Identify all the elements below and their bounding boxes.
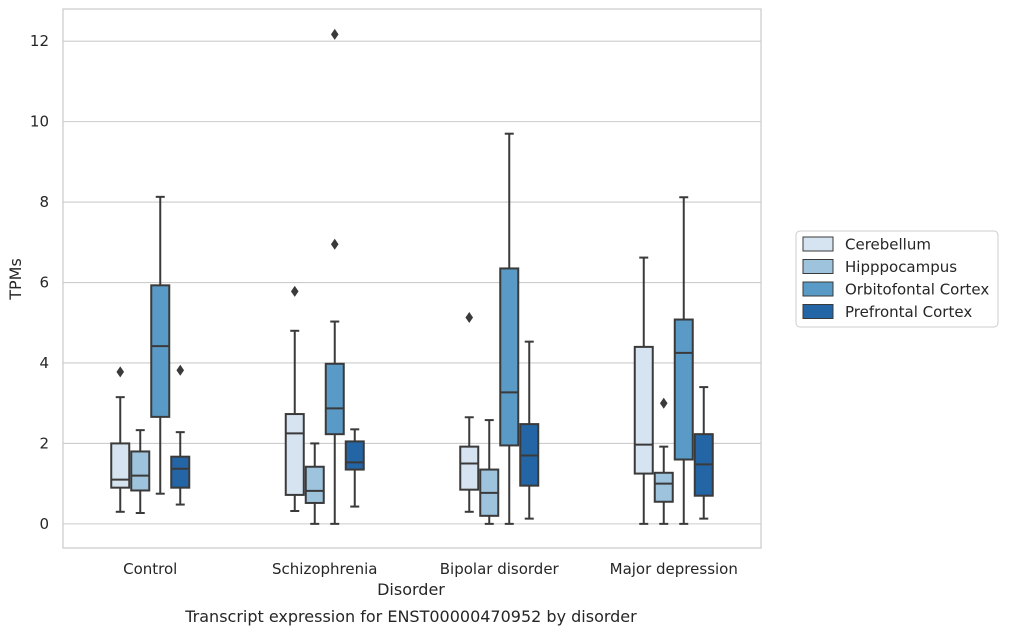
box-cerebellum-0 [110, 366, 131, 513]
legend-label: Orbitofontal Cortex [845, 281, 989, 299]
box-hipppocampus-1 [304, 442, 325, 525]
y-tick-label: 2 [39, 434, 49, 452]
box-orbitofontal-cortex-1 [324, 28, 345, 525]
box-orbitofontal-cortex-2 [499, 132, 520, 525]
box-iqr [324, 362, 345, 436]
outlier-point [116, 366, 125, 378]
box-prefrontal-cortex-1 [344, 428, 365, 508]
outlier-point [659, 397, 668, 409]
plot-area-frame [62, 8, 762, 549]
legend-swatch [802, 259, 834, 274]
y-axis-title: TPMs [6, 258, 25, 301]
box-iqr [459, 445, 480, 491]
legend-label: Prefrontal Cortex [845, 303, 972, 321]
y-tick-label: 8 [39, 193, 49, 211]
box-prefrontal-cortex-2 [519, 340, 540, 520]
box-iqr [304, 465, 325, 504]
box-orbitofontal-cortex-3 [673, 196, 694, 525]
y-tick-label: 12 [30, 32, 49, 50]
x-axis-ticks: Control Schizophrenia Bipolar disorder Majo… [123, 560, 738, 578]
x-tick-label: Major depression [610, 560, 738, 578]
y-axis-ticks: 0 2 4 6 8 10 12 [30, 32, 49, 533]
outlier-point [176, 364, 185, 376]
outlier-point [290, 285, 299, 297]
box-cerebellum-3 [633, 256, 654, 525]
legend-swatch [802, 304, 834, 319]
figure-caption: Transcript expression for ENST0000047095… [184, 607, 637, 626]
legend: Cerebellum Hipppocampus Orbitofontal Corte… [795, 230, 999, 328]
box-iqr [130, 450, 151, 492]
box-iqr [633, 345, 654, 475]
y-tick-label: 0 [39, 515, 49, 533]
box-prefrontal-cortex-0 [170, 364, 191, 506]
x-tick-label: Control [123, 560, 177, 578]
box-iqr [150, 284, 171, 418]
box-hipppocampus-2 [479, 419, 500, 525]
x-tick-label: Schizophrenia [272, 560, 377, 578]
box-iqr [284, 413, 305, 496]
legend-frame [795, 230, 999, 328]
box-iqr [344, 440, 365, 471]
box-iqr [110, 442, 131, 489]
x-tick-label: Bipolar disorder [440, 560, 560, 578]
box-prefrontal-cortex-3 [693, 386, 714, 520]
legend-swatch [802, 236, 834, 252]
box-iqr [499, 267, 520, 447]
legend-label: Cerebellum [845, 236, 931, 254]
box-hipppocampus-0 [130, 429, 151, 515]
box-iqr [170, 455, 191, 489]
box-orbitofontal-cortex-0 [150, 195, 171, 495]
y-tick-label: 10 [30, 113, 49, 131]
y-tick-label: 6 [39, 274, 49, 292]
legend-label: Hipppocampus [845, 258, 957, 276]
grid-lines [63, 40, 761, 525]
box-cerebellum-2 [459, 312, 480, 513]
box-hipppocampus-3 [653, 397, 674, 525]
legend-swatch [802, 281, 834, 297]
x-axis-title: Disorder [377, 580, 445, 599]
box-iqr [653, 471, 674, 503]
outlier-point [465, 312, 474, 324]
box-iqr [673, 318, 694, 461]
outlier-point [330, 28, 339, 40]
boxes [110, 28, 714, 525]
outlier-point [330, 238, 339, 250]
y-tick-label: 4 [39, 354, 49, 372]
box-cerebellum-1 [284, 285, 305, 512]
